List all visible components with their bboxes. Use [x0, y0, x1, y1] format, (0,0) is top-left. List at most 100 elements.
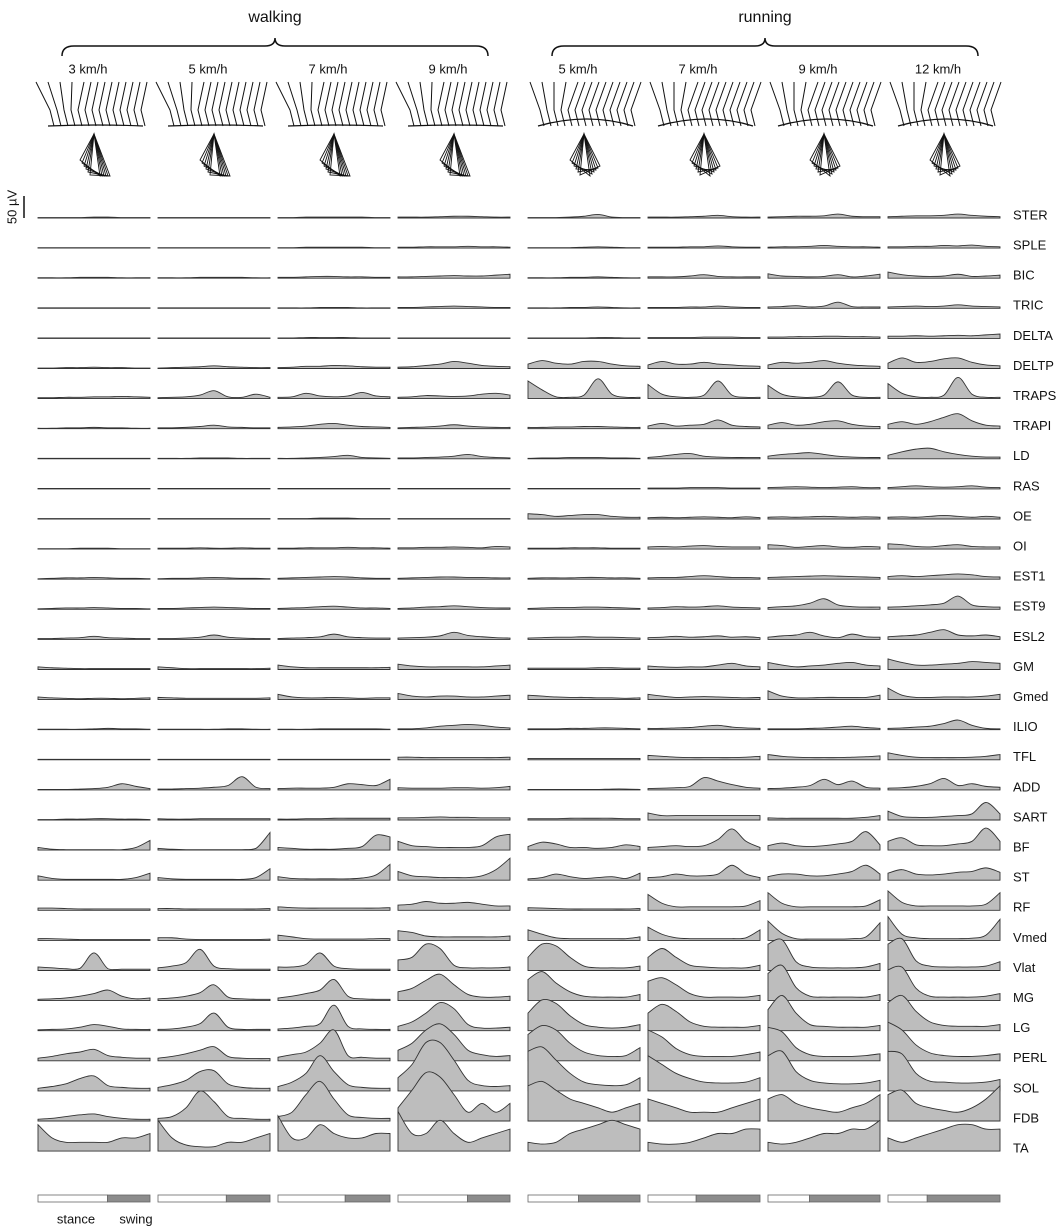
emg-envelope — [158, 869, 270, 880]
emg-envelope — [38, 990, 150, 1001]
stance-bar — [648, 1195, 696, 1202]
muscle-label: DELTP — [1013, 358, 1054, 373]
stick-figure — [134, 82, 140, 126]
stance-bar — [398, 1195, 467, 1202]
stick-figure — [156, 82, 174, 126]
swing-bar — [696, 1195, 760, 1202]
stick-figure — [99, 82, 105, 126]
emg-envelope — [648, 813, 760, 820]
emg-envelope — [888, 596, 1000, 609]
stance-bar — [38, 1195, 107, 1202]
emg-envelope — [768, 832, 880, 851]
emg-envelope — [528, 337, 640, 338]
emg-envelope — [38, 667, 150, 670]
stick-figure — [542, 82, 551, 126]
stick-figure — [730, 82, 740, 126]
emg-envelope — [648, 453, 760, 458]
speed-label: 7 km/h — [308, 61, 347, 76]
emg-envelope — [528, 728, 640, 730]
emg-envelope — [158, 391, 270, 399]
stick-figure — [681, 82, 686, 126]
emg-envelope — [278, 455, 390, 459]
stick-figure — [113, 82, 119, 126]
emg-envelope — [648, 949, 760, 971]
emg-envelope — [648, 488, 760, 489]
emg-envelope — [888, 358, 1000, 369]
foot-figure — [200, 134, 220, 176]
speed-label: 7 km/h — [678, 61, 717, 76]
emg-envelope — [398, 306, 510, 308]
emg-envelope — [398, 606, 510, 610]
emg-envelope — [768, 1095, 880, 1121]
emg-envelope — [648, 927, 760, 940]
emg-envelope — [768, 662, 880, 669]
emg-envelope — [768, 382, 880, 399]
emg-envelope — [768, 921, 880, 940]
emg-envelope — [888, 305, 1000, 309]
speed-label: 5 km/h — [558, 61, 597, 76]
stance-bar — [888, 1195, 927, 1202]
emg-envelope — [648, 755, 760, 759]
emg-envelope — [158, 1070, 270, 1091]
emg-envelope — [648, 275, 760, 279]
emg-envelope — [888, 917, 1000, 941]
emg-envelope — [648, 777, 760, 789]
emg-envelope — [278, 864, 390, 880]
stick-figure — [300, 82, 308, 126]
muscle-label: BF — [1013, 840, 1030, 855]
stick-figure — [850, 82, 860, 126]
emg-envelope — [528, 972, 640, 1001]
emg-envelope — [768, 214, 880, 218]
stick-figure — [744, 82, 754, 126]
emg-envelope — [768, 1120, 880, 1151]
emg-envelope — [278, 907, 390, 911]
emg-envelope — [528, 607, 640, 609]
emg-envelope — [38, 939, 150, 941]
emg-envelope — [648, 865, 760, 880]
stick-figure — [85, 82, 91, 126]
emg-envelope — [888, 1124, 1000, 1151]
emg-envelope — [158, 777, 270, 790]
emg-envelope — [768, 545, 880, 549]
stick-figure — [219, 82, 225, 126]
emg-envelope — [888, 574, 1000, 579]
emg-envelope — [888, 966, 1000, 1000]
muscle-label: ILIO — [1013, 719, 1038, 734]
swing-bar — [226, 1195, 270, 1202]
stick-figure — [801, 82, 806, 126]
muscle-label: LG — [1013, 1020, 1030, 1035]
emg-envelope — [278, 779, 390, 790]
emg-envelope — [768, 487, 880, 489]
emg-envelope — [398, 786, 510, 790]
group-label: walking — [247, 9, 301, 26]
stick-figure — [473, 82, 479, 126]
muscle-label: PERL — [1013, 1050, 1047, 1065]
stick-figure — [501, 82, 507, 126]
speed-label: 12 km/h — [915, 61, 961, 76]
stick-figure — [662, 82, 671, 126]
emg-envelope — [38, 427, 150, 428]
emg-envelope — [38, 1049, 150, 1061]
stick-figure — [420, 82, 428, 126]
stick-figure — [288, 82, 301, 126]
emg-envelope — [158, 949, 270, 970]
stick-figure — [78, 82, 84, 126]
stick-figure — [864, 82, 874, 126]
stance-bar — [768, 1195, 809, 1202]
stick-figure — [353, 82, 359, 126]
emg-envelope — [278, 392, 390, 398]
muscle-label: DELTA — [1013, 328, 1053, 343]
emg-envelope — [528, 818, 640, 820]
emg-envelope — [38, 608, 150, 610]
emg-envelope — [38, 908, 150, 910]
stick-figure — [240, 82, 246, 126]
speed-label: 3 km/h — [68, 61, 107, 76]
emg-envelope — [528, 668, 640, 670]
emg-envelope — [158, 729, 270, 730]
stick-figure — [871, 82, 881, 126]
emg-envelope — [528, 789, 640, 790]
stance-bar — [528, 1195, 578, 1202]
stick-figure — [360, 82, 366, 126]
emg-envelope — [768, 939, 880, 971]
emg-envelope — [278, 217, 390, 218]
